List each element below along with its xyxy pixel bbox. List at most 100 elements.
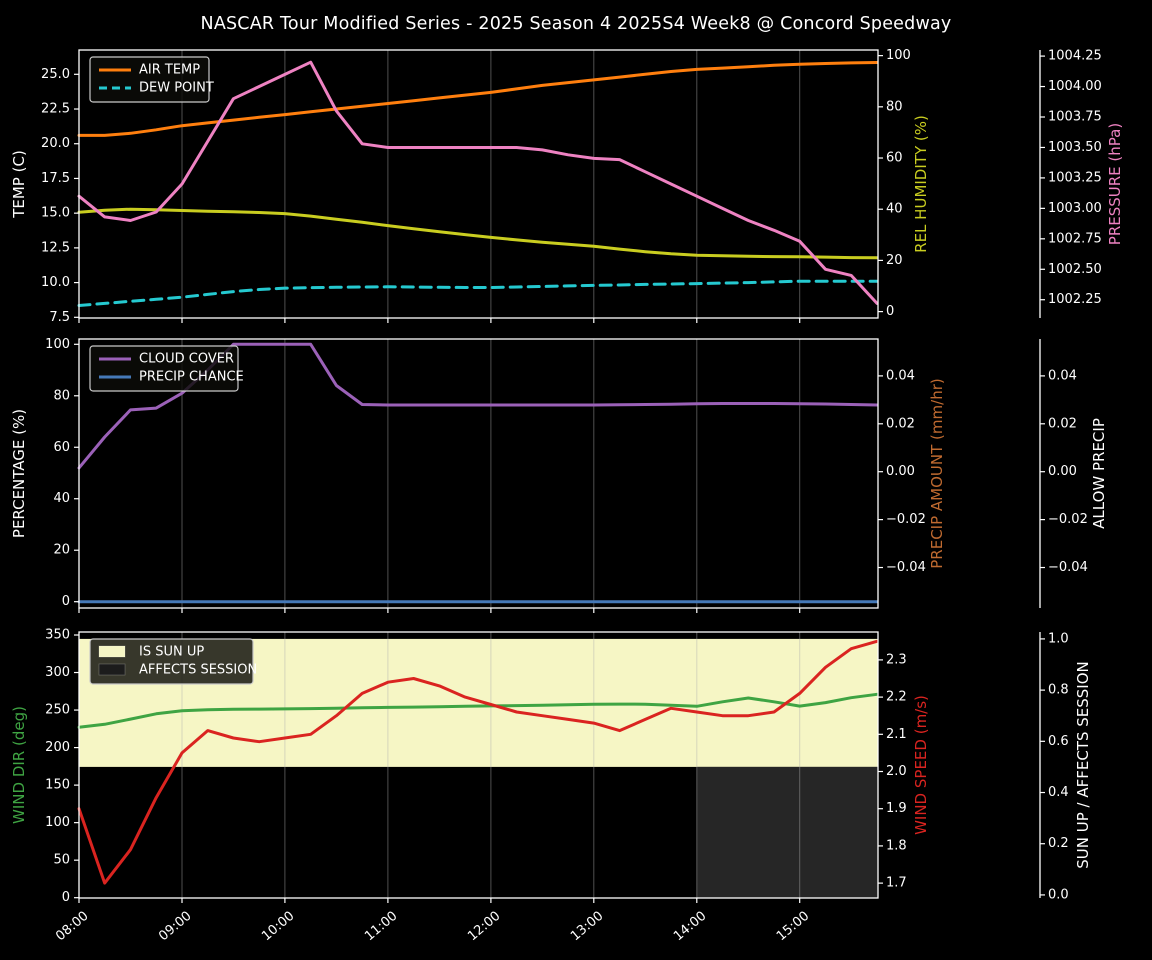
y-tick-label: −0.02 [1048, 512, 1088, 527]
wind-speed-m-s-axis-label: WIND SPEED (m/s) [912, 695, 930, 835]
legend: AIR TEMP DEW POINT [89, 56, 214, 103]
rel-humidity-axis-label: REL HUMIDITY (%) [912, 115, 930, 253]
y-tick-label: 2.3 [886, 652, 907, 667]
y-tick-label: 350 [45, 628, 70, 643]
y-tick-label: −0.04 [886, 560, 926, 575]
is-sun-up-legend-label: IS SUN UP [139, 645, 204, 660]
y-tick-label: 1002.75 [1048, 231, 1102, 246]
y-tick-label: 2.2 [886, 690, 907, 705]
y-tick-label: 0.2 [1048, 836, 1069, 851]
y-tick-label: 0.02 [886, 416, 915, 431]
y-tick-label: 20.0 [41, 136, 70, 151]
y-tick-label: 1.7 [886, 876, 907, 891]
y-tick-label: 0.04 [886, 368, 915, 383]
y-tick-label: 80 [886, 99, 903, 114]
y-tick-label: 1.0 [1048, 631, 1069, 646]
y-tick-label: 50 [53, 853, 70, 868]
x-tick-label: 10:00 [259, 909, 297, 945]
y-tick-label: 40 [53, 491, 70, 506]
y-tick-label: 10.0 [41, 275, 70, 290]
cloud-cover-legend-label: CLOUD COVER [139, 352, 234, 367]
y-tick-label: 0.6 [1048, 734, 1069, 749]
legend-box [89, 56, 210, 103]
y-tick-label: 7.5 [49, 310, 70, 325]
figure-title: NASCAR Tour Modified Series - 2025 Seaso… [200, 14, 952, 34]
plot-border [78, 338, 879, 609]
y-tick-label: 0.4 [1048, 785, 1069, 800]
x-tick-label: 12:00 [465, 909, 503, 945]
y-tick-label: 0.0 [1048, 887, 1069, 902]
y-tick-label: 40 [886, 202, 903, 217]
y-tick-label: 2.0 [886, 764, 907, 779]
y-tick-label: 1.9 [886, 801, 907, 816]
y-tick-label: 0.04 [1048, 368, 1077, 383]
wind-speed-line [77, 639, 879, 885]
plot-border [78, 631, 879, 899]
y-tick-label: −0.02 [886, 512, 926, 527]
affects-session-legend-swatch [98, 663, 126, 676]
y-tick-label: 1.8 [886, 838, 907, 853]
x-tick-label: 08:00 [53, 909, 91, 945]
y-tick-label: 1003.25 [1048, 170, 1102, 185]
y-tick-label: 1003.00 [1048, 201, 1102, 216]
air-temp-line [77, 61, 879, 137]
x-tick-label: 11:00 [362, 909, 400, 945]
pressure-line [77, 60, 879, 305]
y-tick-label: 150 [45, 778, 70, 793]
legend-box [89, 638, 254, 685]
y-tick-label: 20 [886, 253, 903, 268]
y-tick-label: 2.1 [886, 727, 907, 742]
wind-sun-subplot: 350 300 250 200 150 100 50 0 2.3 2.2 2.1 2.0 1.9 1.8 1… [10, 628, 1092, 906]
y-tick-label: 12.5 [41, 240, 70, 255]
y-tick-label: 22.5 [41, 102, 70, 117]
precip-amount-mm-hr-axis-label: PRECIP AMOUNT (mm/hr) [928, 378, 946, 568]
x-tick-label: 09:00 [156, 909, 194, 945]
dew-point-line [77, 279, 879, 307]
temperature-humidity-pressure-subplot: 25.0 22.5 20.0 17.5 15.0 12.5 10.0 7.5 100 80 60 40… [10, 48, 1124, 325]
legend: CLOUD COVER PRECIP CHANCE [89, 345, 244, 392]
allow-precip-axis-label: ALLOW PRECIP [1090, 418, 1108, 529]
x-tick-label: 14:00 [671, 909, 709, 945]
y-tick-label: 0 [62, 594, 70, 609]
y-tick-label: 200 [45, 740, 70, 755]
temp-c-axis-label: TEMP (C) [10, 150, 28, 219]
y-tick-label: 0.00 [1048, 464, 1077, 479]
y-tick-label: 0 [886, 304, 894, 319]
affects-session-legend-label: AFFECTS SESSION [139, 663, 257, 678]
affects-session-fill [696, 766, 878, 898]
y-tick-label: 0 [62, 890, 70, 905]
rel-humidity-line [77, 207, 879, 260]
percentage-axis-label: PERCENTAGE (%) [10, 409, 28, 538]
y-tick-label: 250 [45, 703, 70, 718]
y-tick-label: 20 [53, 543, 70, 558]
y-tick-label: 17.5 [41, 171, 70, 186]
x-tick-label: 13:00 [568, 909, 606, 945]
y-tick-label: 0.02 [1048, 416, 1077, 431]
y-tick-label: 100 [886, 48, 911, 63]
precip-chance-legend-label: PRECIP CHANCE [139, 370, 244, 385]
is-sun-up-legend-swatch [98, 645, 126, 658]
y-tick-label: 1002.25 [1048, 292, 1102, 307]
x-tick-label: 15:00 [774, 909, 812, 945]
pressure-hpa-axis-label: PRESSURE (hPa) [1106, 123, 1124, 245]
y-tick-label: 100 [45, 337, 70, 352]
y-tick-label: 60 [53, 440, 70, 455]
y-tick-label: −0.04 [1048, 560, 1088, 575]
y-tick-label: 1003.75 [1048, 110, 1102, 125]
y-tick-label: 15.0 [41, 206, 70, 221]
air-temp-legend-label: AIR TEMP [139, 63, 200, 78]
y-tick-label: 1004.25 [1048, 49, 1102, 64]
y-tick-label: 1002.50 [1048, 262, 1102, 277]
wind-dir-deg-axis-label: WIND DIR (deg) [10, 706, 28, 824]
legend-box [89, 345, 239, 392]
sun-up-affects-session-axis-label: SUN UP / AFFECTS SESSION [1074, 661, 1092, 869]
y-tick-label: 0.8 [1048, 683, 1069, 698]
y-tick-label: 1003.50 [1048, 140, 1102, 155]
y-tick-label: 80 [53, 388, 70, 403]
legend: IS SUN UP AFFECTS SESSION [89, 638, 257, 685]
plot-border [78, 49, 879, 319]
y-tick-label: 300 [45, 665, 70, 680]
